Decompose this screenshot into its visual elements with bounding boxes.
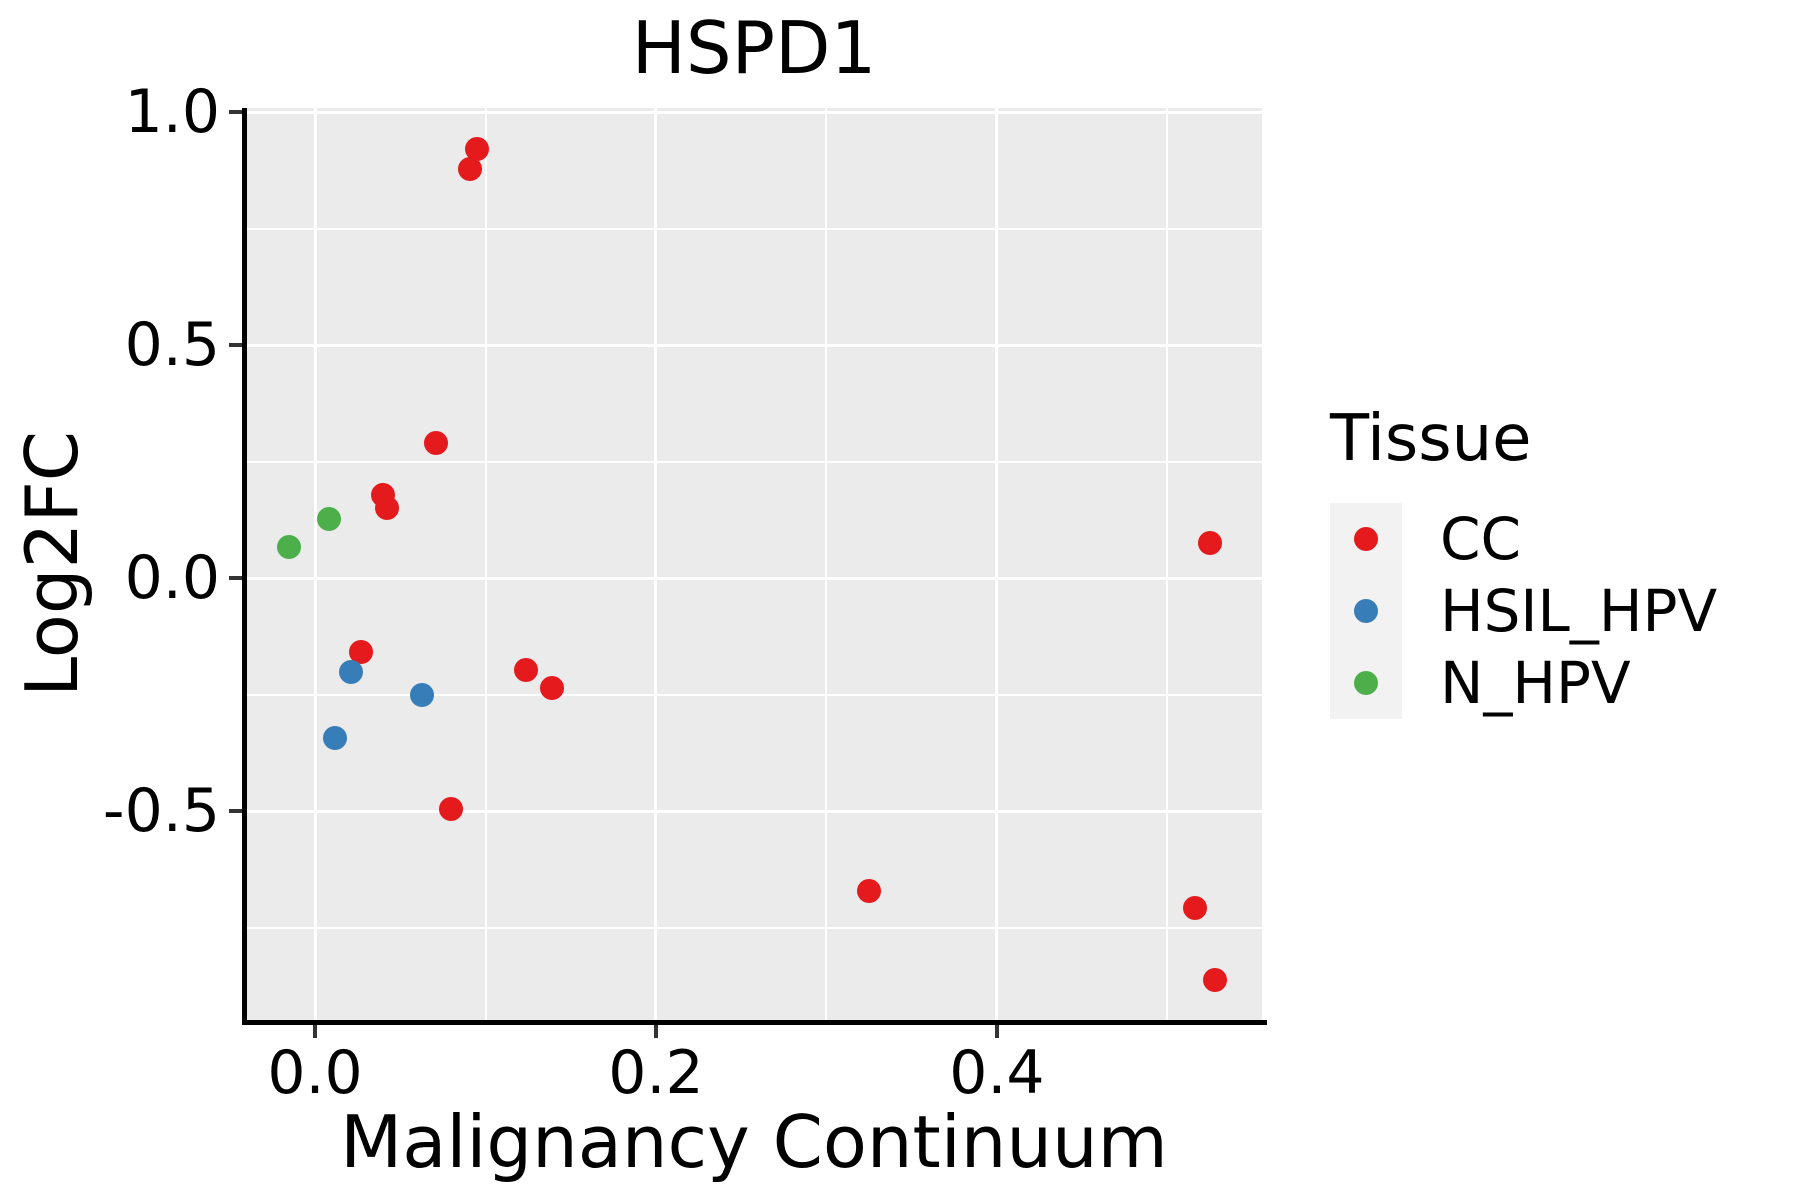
data-point-HSIL_HPV xyxy=(338,660,363,685)
data-point-CC xyxy=(424,431,449,456)
legend: CC HSIL_HPV N_HPV xyxy=(1330,503,1717,719)
legend-dot-N_HPV xyxy=(1354,671,1378,695)
y-tick-mark xyxy=(229,809,242,814)
x-tick-label: 0.4 xyxy=(949,1038,1045,1108)
legend-title: Tissue xyxy=(1330,402,1532,476)
data-point-CC xyxy=(1203,968,1228,993)
x-major-gridline xyxy=(654,108,658,1020)
data-point-CC xyxy=(514,657,539,682)
y-minor-gridline xyxy=(246,460,1262,463)
x-major-gridline xyxy=(995,108,999,1020)
data-point-CC xyxy=(439,796,464,821)
y-minor-gridline xyxy=(246,693,1262,696)
legend-key xyxy=(1330,575,1402,647)
y-minor-gridline xyxy=(246,926,1262,929)
y-major-gridline xyxy=(246,576,1262,580)
legend-dot-CC xyxy=(1354,527,1378,551)
y-tick-label: 0.5 xyxy=(124,310,220,381)
data-point-CC xyxy=(539,675,564,700)
data-point-CC xyxy=(1182,896,1207,921)
x-axis-title: Malignancy Continuum xyxy=(340,1100,1168,1184)
x-minor-gridline xyxy=(825,108,828,1020)
x-tick-label: 0.2 xyxy=(608,1038,704,1108)
data-point-CC xyxy=(1198,531,1222,556)
x-tick-mark xyxy=(994,1025,999,1038)
y-tick-label: 0.0 xyxy=(124,543,220,614)
y-minor-gridline xyxy=(246,227,1262,230)
data-point-N_HPV xyxy=(277,535,302,560)
legend-dot-HSIL_HPV xyxy=(1354,599,1378,623)
y-axis-title: Log2FC xyxy=(10,430,94,698)
legend-label: HSIL_HPV xyxy=(1440,577,1718,645)
x-axis-line xyxy=(242,1020,1267,1025)
plot-title: HSPD1 xyxy=(631,6,877,90)
data-point-HSIL_HPV xyxy=(323,725,348,750)
y-major-gridline xyxy=(246,809,1262,813)
legend-row-N_HPV: N_HPV xyxy=(1330,647,1717,719)
data-point-CC xyxy=(458,157,483,182)
legend-key xyxy=(1330,647,1402,719)
y-major-gridline xyxy=(246,110,1262,114)
x-minor-gridline xyxy=(1166,108,1169,1020)
data-point-CC xyxy=(857,878,882,903)
y-tick-mark xyxy=(229,576,242,581)
data-point-HSIL_HPV xyxy=(410,682,435,707)
y-tick-mark xyxy=(229,343,242,348)
legend-row-HSIL_HPV: HSIL_HPV xyxy=(1330,575,1717,647)
plot-panel xyxy=(246,108,1262,1020)
x-tick-mark xyxy=(653,1025,658,1038)
legend-label: N_HPV xyxy=(1440,649,1631,717)
y-tick-label: 1.0 xyxy=(124,77,220,148)
x-tick-mark xyxy=(313,1025,318,1038)
data-point-N_HPV xyxy=(316,507,341,532)
legend-row-CC: CC xyxy=(1330,503,1717,575)
y-tick-label: -0.5 xyxy=(102,776,220,847)
data-point-CC xyxy=(374,496,399,521)
x-tick-label: 0.0 xyxy=(267,1038,363,1108)
y-tick-mark xyxy=(229,110,242,115)
x-minor-gridline xyxy=(484,108,487,1020)
x-major-gridline xyxy=(313,108,317,1020)
y-axis-line xyxy=(242,108,247,1025)
legend-label: CC xyxy=(1440,505,1521,573)
data-point-CC xyxy=(349,639,374,664)
y-major-gridline xyxy=(246,343,1262,347)
legend-key xyxy=(1330,503,1402,575)
